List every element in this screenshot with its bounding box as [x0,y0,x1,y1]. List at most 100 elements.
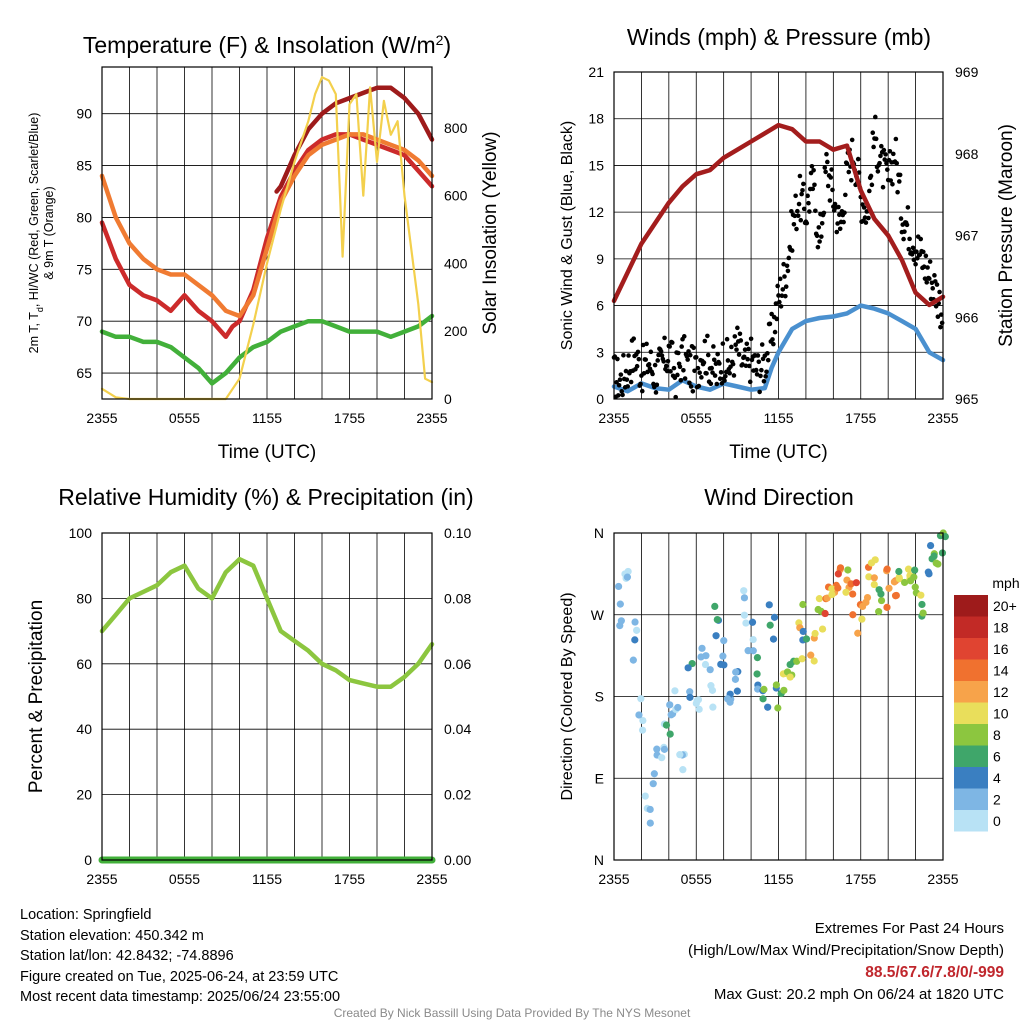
gust-point [673,394,678,400]
gust-point [911,257,917,263]
gust-point [643,357,649,362]
direction-point [802,635,811,643]
gust-point [809,164,815,169]
gust-point [699,375,704,380]
chart-panel-3: 2355 0555 1155 1755 2355 0 20 40 60 80 100 0.00 0.02… [26,484,474,887]
direction-point [666,730,674,738]
gust-point [801,206,807,212]
gust-point [825,183,831,189]
legend-swatch [954,810,988,832]
gust-point [836,204,841,210]
gust-point [819,221,825,226]
gust-point [783,284,789,289]
direction-point [624,567,632,576]
gust-point [829,167,834,172]
gust-point [667,344,672,349]
gust-point [645,369,650,375]
gust-point [737,331,743,337]
direction-point [770,613,779,621]
gust-point [779,293,785,299]
gust-point [786,255,792,261]
gust-point [747,363,752,369]
gust-point [812,182,817,188]
gust-point [887,148,893,154]
y-right-tick-label: 600 [444,188,468,204]
gust-point [827,198,833,203]
y-tick-label: 80 [76,209,92,225]
direction-point [870,574,878,582]
y-tick-label: N [594,852,604,868]
x-tick-label: 2355 [598,871,629,887]
direction-point [635,711,643,719]
direction-point [639,716,647,725]
gust-point [904,222,910,228]
direction-point [742,619,750,627]
legend-label: 12 [993,684,1009,700]
chart-panel-1: 2355 0555 1155 1755 2355 65 70 75 80 85 90 0 200 400 6… [27,32,501,463]
gust-point [615,393,621,398]
gust-point [741,354,747,360]
direction-point [799,627,807,636]
direction-point [877,596,886,605]
direction-point [666,701,674,709]
gust-point [870,130,876,136]
gust-point [650,371,655,377]
gust-point [782,274,787,279]
gust-point [898,216,904,221]
direction-point [895,575,903,583]
gust-point [938,324,943,330]
gust-point [714,381,720,387]
gust-point [789,248,795,253]
gust-point [652,362,658,368]
y-tick-label: 0 [84,852,92,868]
x-tick-label: 2355 [927,410,958,426]
gust-point [619,389,625,394]
direction-point [740,587,748,595]
gust-point [648,349,654,355]
direction-point [844,566,852,574]
direction-point [875,586,883,594]
gust-point [897,172,903,178]
y-right-tick-label: 400 [444,255,468,271]
direction-point [858,615,866,623]
gust-point [823,169,828,175]
gust-point [767,321,773,327]
y-tick-label: S [595,689,604,705]
gust-point [814,233,820,239]
gust-point [791,222,797,227]
gust-point [626,353,631,358]
direction-point [615,582,623,591]
gust-point [842,210,847,216]
y-tick-label: 0 [596,391,604,407]
gust-point [659,353,665,358]
gust-point [615,356,620,362]
gust-point [677,364,683,370]
gust-point [736,352,742,357]
gust-point [810,186,816,192]
y-tick-label: 21 [588,64,604,80]
gust-point [855,156,861,162]
direction-point [748,618,757,626]
gust-point [799,191,804,197]
x-tick-label: 1755 [845,871,876,887]
max-gust-text: Max Gust: 20.2 mph On 06/24 at 1820 UTC [713,986,1004,1003]
y-tick-label: 90 [76,106,92,122]
gust-point [861,205,867,210]
gust-point [924,280,930,285]
direction-point [818,625,827,633]
gust-point [730,361,736,367]
gust-point [735,325,740,331]
direction-point [695,705,703,713]
direction-point [720,661,728,669]
gust-point [704,371,709,376]
gust-point [822,165,828,170]
created-text: Figure created on Tue, 2025-06-24, at 23… [20,968,339,985]
gust-point [868,173,874,179]
gust-point [765,357,771,363]
direction-point [766,621,774,629]
direction-point [633,626,641,634]
gust-point [914,249,919,254]
direction-point [653,745,661,753]
gust-point [781,261,786,267]
direction-point [631,636,639,644]
